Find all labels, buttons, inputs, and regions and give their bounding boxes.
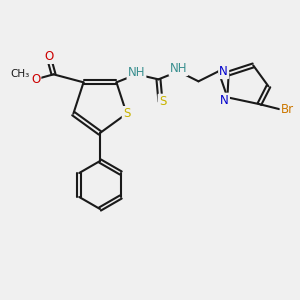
Text: O: O [44, 50, 53, 63]
Text: Br: Br [281, 103, 294, 116]
Text: NH: NH [128, 66, 145, 79]
Text: S: S [123, 107, 130, 120]
Text: NH: NH [170, 62, 187, 75]
Text: O: O [31, 73, 40, 86]
Text: N: N [220, 94, 229, 107]
Text: S: S [159, 95, 166, 108]
Text: CH₃: CH₃ [10, 69, 29, 79]
Text: N: N [219, 65, 228, 78]
